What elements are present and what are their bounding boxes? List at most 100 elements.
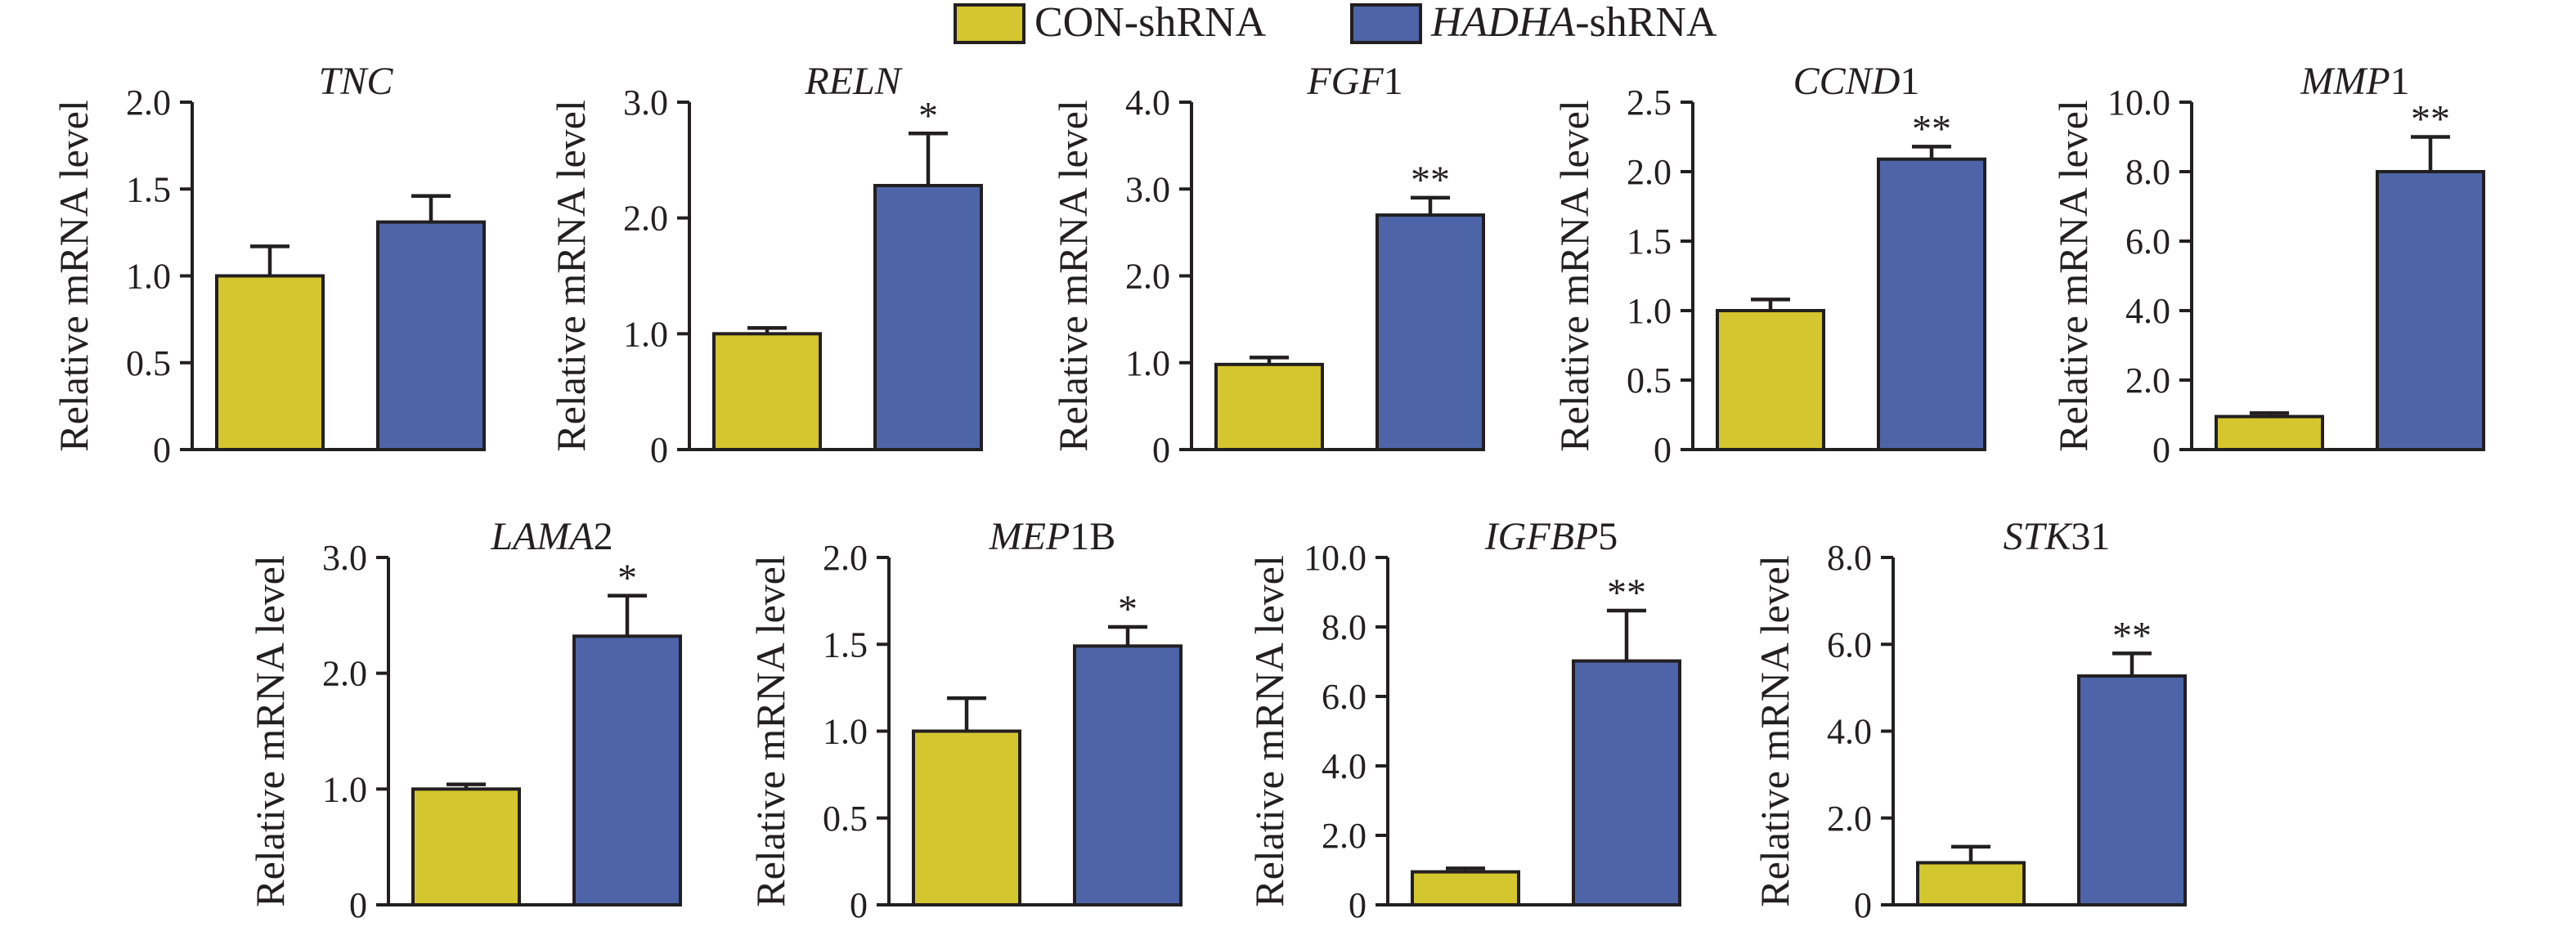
y-tick-label: 0.5: [1627, 360, 1672, 401]
y-axis-label: Relative mRNA level: [747, 555, 793, 906]
significance-mark: *: [1118, 588, 1138, 631]
bar: [1376, 213, 1485, 451]
y-tick-label: 2.0: [623, 199, 668, 239]
significance-mark: **: [2411, 98, 2450, 141]
y-tick-label: 2.0: [322, 654, 367, 694]
legend-label: CON-shRNA: [1034, 0, 1267, 46]
y-tick-label: 0.5: [126, 343, 171, 383]
bar: [376, 220, 486, 451]
y-tick-label: 8.0: [1827, 538, 1872, 578]
legend-swatch: [1350, 3, 1422, 44]
chart-title-italic: MMP: [2300, 60, 2390, 103]
bar: [1073, 644, 1183, 906]
y-tick-label: 4.0: [1827, 712, 1872, 752]
chart-title-italic: LAMA: [490, 515, 594, 558]
bar: [2077, 674, 2187, 906]
y-tick-label: 1.0: [623, 314, 668, 354]
bar: [215, 274, 325, 451]
chart-title: STK31: [2004, 515, 2111, 558]
y-tick-label: 1.0: [823, 712, 868, 752]
y-axis-label: Relative mRNA level: [247, 555, 293, 906]
bar: [912, 729, 1021, 906]
y-tick-label: 0: [2152, 430, 2170, 470]
chart-title-italic: FGF: [1306, 60, 1384, 103]
chart-title-plain: 1: [1900, 60, 1919, 103]
y-tick-label: 0: [850, 885, 868, 925]
bar: [1877, 157, 1986, 451]
y-tick-label: 2.5: [1627, 83, 1672, 123]
bar: [1572, 659, 1681, 907]
y-tick-label: 10.0: [2107, 83, 2170, 123]
chart-panel: STK31 Relative mRNA level 0 2.0 4.0 6.0 8.0 **: [1752, 515, 2187, 925]
chart-panel: FGF1 Relative mRNA level 0 1.0 2.0 3.0 4.0 **: [1050, 60, 1485, 470]
y-axis-label: Relative mRNA level: [1050, 100, 1096, 451]
y-tick-label: 2.0: [1827, 799, 1872, 839]
y-tick-label: 0: [650, 430, 668, 470]
chart-panel: CCND1 Relative mRNA level 0 0.5 1.0 1.5 2.0 2.5…: [1551, 60, 1986, 470]
chart-panel: MMP1 Relative mRNA level 0 2.0 4.0 6.0 8.0 10.0…: [2050, 60, 2485, 470]
y-tick-label: 2.0: [2125, 360, 2170, 401]
y-tick-label: 0: [153, 430, 171, 470]
chart-title-italic: CCND: [1793, 60, 1901, 103]
y-tick-label: 2.0: [823, 538, 868, 578]
legend: CON-shRNA HADHA-shRNA: [954, 0, 1717, 46]
significance-mark: **: [2112, 614, 2152, 657]
y-tick-label: 1.5: [823, 624, 868, 665]
y-tick-label: 6.0: [1322, 677, 1367, 717]
y-axis-label: Relative mRNA level: [2050, 100, 2096, 451]
y-tick-label: 8.0: [2125, 152, 2170, 192]
chart-panel: TNC Relative mRNA level 0 0.5 1.0 1.5 2.0: [51, 60, 486, 470]
chart-title-italic: STK: [2004, 515, 2074, 558]
bar: [1916, 861, 2026, 906]
y-tick-label: 2.0: [126, 83, 171, 123]
significance-mark: *: [617, 557, 637, 600]
chart-title: CCND1: [1793, 60, 1920, 103]
y-tick-label: 1.0: [322, 769, 367, 809]
y-tick-label: 2.0: [1125, 257, 1170, 297]
legend-swatch: [954, 3, 1025, 44]
y-tick-label: 1.5: [1627, 222, 1672, 262]
y-tick-label: 2.0: [1627, 152, 1672, 192]
y-tick-label: 0: [1654, 430, 1672, 470]
y-tick-label: 8.0: [1322, 607, 1367, 647]
bar: [1411, 870, 1520, 906]
y-tick-label: 4.0: [2125, 291, 2170, 331]
significance-mark: **: [1912, 107, 1951, 150]
chart-title-italic: TNC: [319, 60, 394, 103]
bar: [873, 184, 983, 451]
chart-title: TNC: [319, 60, 394, 103]
chart-title-italic: RELN: [804, 60, 903, 103]
chart-panel: RELN Relative mRNA level 0 1.0 2.0 3.0 *: [548, 60, 983, 470]
y-tick-label: 0.5: [823, 799, 868, 839]
y-axis-label: Relative mRNA level: [51, 100, 96, 451]
chart-title-plain: 2: [594, 515, 613, 558]
legend-label-italic: HADHA: [1430, 0, 1575, 46]
chart-panel: MEP1B Relative mRNA level 0 0.5 1.0 1.5 2.0 *: [747, 515, 1183, 925]
y-tick-label: 0: [1152, 430, 1170, 470]
bar: [1214, 362, 1324, 451]
chart-panels: TNC Relative mRNA level 0 0.5 1.0 1.5 2.0 RELN R…: [51, 60, 2485, 925]
chart-title: RELN: [804, 60, 903, 103]
bar: [712, 332, 822, 452]
chart-title-plain: 1B: [1070, 515, 1115, 558]
bar: [572, 634, 682, 906]
significance-mark: **: [1411, 159, 1450, 202]
y-tick-label: 3.0: [623, 83, 668, 123]
chart-title: LAMA2: [490, 515, 613, 558]
legend-label-plain: CON-shRNA: [1034, 0, 1267, 46]
chart-title-italic: MEP: [989, 515, 1070, 558]
significance-mark: **: [1607, 571, 1646, 615]
y-axis-label: Relative mRNA level: [1551, 100, 1597, 451]
y-tick-label: 3.0: [322, 538, 367, 578]
y-tick-label: 0: [1854, 885, 1872, 925]
y-tick-label: 2.0: [1322, 816, 1367, 856]
y-axis-label: Relative mRNA level: [1246, 555, 1292, 906]
chart-panel: IGFBP5 Relative mRNA level 0 2.0 4.0 6.0 8.0 10…: [1246, 515, 1681, 925]
y-tick-label: 6.0: [2125, 222, 2170, 262]
chart-panel: LAMA2 Relative mRNA level 0 1.0 2.0 3.0 *: [247, 515, 682, 925]
y-tick-label: 4.0: [1125, 83, 1170, 123]
chart-title-plain: 5: [1598, 515, 1618, 558]
chart-title-plain: 31: [2071, 515, 2110, 558]
chart-title-plain: 1: [1384, 60, 1403, 103]
